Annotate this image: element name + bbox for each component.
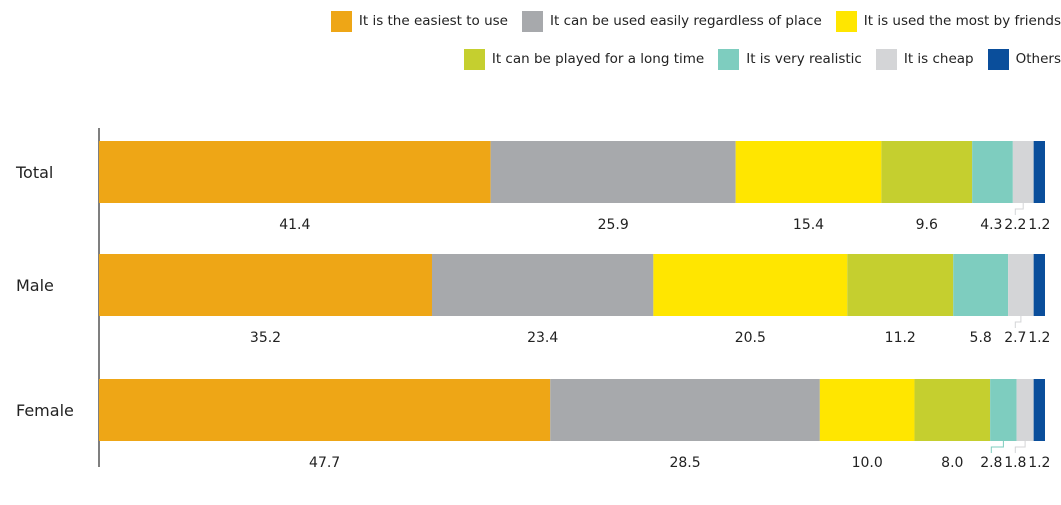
legend: It is the easiest to use It can be used e… <box>0 0 1061 90</box>
value-label: 10.0 <box>852 455 883 471</box>
value-label: 47.7 <box>309 455 340 471</box>
label-leader-line <box>1014 316 1022 328</box>
bar-segment <box>1033 379 1045 441</box>
value-label: 20.5 <box>735 330 766 346</box>
legend-label: It is the easiest to use <box>358 13 508 29</box>
label-leader-line <box>1014 203 1024 215</box>
bar-segment <box>99 141 491 203</box>
value-label: 1.2 <box>1028 217 1050 233</box>
legend-label: It is cheap <box>903 51 974 67</box>
bar-segment <box>990 379 1017 441</box>
value-label: 41.4 <box>279 217 310 233</box>
bar-segment <box>431 254 654 316</box>
value-label: 4.3 <box>980 217 1002 233</box>
category-label: Female <box>16 401 74 420</box>
legend-swatch <box>522 10 543 32</box>
value-label: 28.5 <box>669 455 700 471</box>
value-label: 5.8 <box>970 330 992 346</box>
bar-segment <box>881 141 973 203</box>
bar-segment <box>847 254 954 316</box>
value-label: 2.2 <box>1004 217 1026 233</box>
value-label: 15.4 <box>793 217 824 233</box>
bar-segment <box>550 379 820 441</box>
value-label: 11.2 <box>885 330 916 346</box>
legend-swatch <box>987 48 1009 70</box>
category-label: Male <box>16 276 54 295</box>
legend-row: It can be played for a long time It is ve… <box>450 47 1061 71</box>
bar-segment <box>490 141 736 203</box>
bar-segment <box>1033 254 1045 316</box>
bar-segment <box>1012 141 1034 203</box>
legend-item: It is cheap <box>875 48 974 70</box>
bar-segment <box>953 254 1009 316</box>
legend-row: It is the easiest to use It can be used e… <box>317 9 1061 33</box>
legend-label: It is used the most by friends <box>863 13 1061 29</box>
bar-segment <box>972 141 1013 203</box>
value-label: 1.2 <box>1028 455 1050 471</box>
legend-swatch <box>330 10 352 32</box>
legend-label: It is very realistic <box>746 51 862 67</box>
bar-segment <box>1008 254 1034 316</box>
legend-swatch <box>875 48 897 70</box>
value-label: 35.2 <box>250 330 281 346</box>
bar-segment <box>914 379 991 441</box>
legend-item: It is used the most by friends <box>835 10 1061 32</box>
legend-item: It can be used easily regardless of plac… <box>522 10 822 32</box>
bar-segment <box>1016 379 1034 441</box>
category-label: Total <box>15 163 53 182</box>
legend-swatch <box>835 10 857 32</box>
legend-label: It can be played for a long time <box>491 51 705 67</box>
label-leader-line <box>1014 441 1026 453</box>
value-label: 23.4 <box>527 330 558 346</box>
legend-item: It is very realistic <box>718 48 862 70</box>
value-label: 1.8 <box>1004 455 1026 471</box>
value-label: 1.2 <box>1028 330 1050 346</box>
bar-segment <box>99 379 551 441</box>
legend-swatch <box>463 48 485 70</box>
value-label: 2.8 <box>980 455 1002 471</box>
bar-segment <box>99 254 432 316</box>
legend-label: It can be used easily regardless of plac… <box>550 13 822 29</box>
legend-item: It is the easiest to use <box>330 10 508 32</box>
legend-label: Others <box>1015 51 1061 67</box>
legend-item: It can be played for a long time <box>463 48 705 70</box>
legend-item: Others <box>987 48 1061 70</box>
bar-segment <box>653 254 848 316</box>
value-label: 8.0 <box>941 455 963 471</box>
value-label: 25.9 <box>598 217 629 233</box>
value-label: 2.7 <box>1004 330 1026 346</box>
label-leader-line <box>990 441 1004 453</box>
value-label: 9.6 <box>916 217 938 233</box>
bar-segment <box>735 141 882 203</box>
bar-segment <box>1033 141 1045 203</box>
legend-swatch <box>718 48 740 70</box>
bar-segment <box>819 379 915 441</box>
